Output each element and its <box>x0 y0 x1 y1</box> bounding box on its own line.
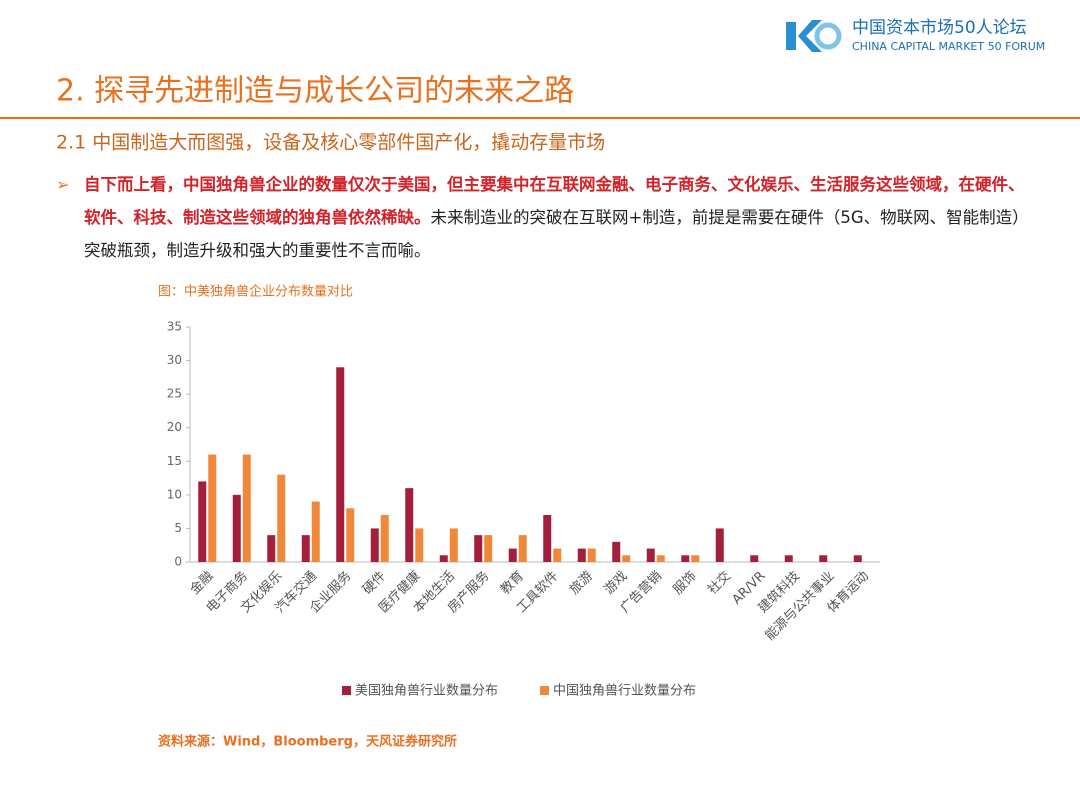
slide-title: 2. 探寻先进制造与成长公司的未来之路 <box>56 74 574 109</box>
bar <box>198 481 207 562</box>
bar <box>646 548 655 562</box>
bar <box>415 528 424 562</box>
bar <box>750 555 759 562</box>
bar <box>267 535 276 562</box>
bar <box>232 494 241 562</box>
bar <box>577 548 586 562</box>
bar <box>656 555 665 562</box>
bar <box>508 548 517 562</box>
x-tick-label: 旅游 <box>567 569 596 598</box>
bar <box>819 555 828 562</box>
org-name: 中国资本市场50人论坛 <box>852 18 1027 38</box>
bar <box>311 501 320 562</box>
bar <box>277 474 286 562</box>
bar <box>587 548 596 562</box>
bar <box>370 528 379 562</box>
bar <box>681 555 690 562</box>
bar <box>691 555 700 562</box>
bar <box>622 555 631 562</box>
x-tick-label: 金融 <box>187 568 217 598</box>
y-tick-label: 0 <box>174 555 182 569</box>
bar <box>439 555 448 562</box>
legend-label: 美国独角兽行业数量分布 <box>355 684 498 699</box>
y-tick-label: 15 <box>167 454 182 468</box>
bar <box>784 555 793 562</box>
x-tick-label: 社交 <box>704 568 734 598</box>
bar <box>853 555 862 562</box>
x-tick-label: 教育 <box>497 568 527 598</box>
org-name-en: CHINA CAPITAL MARKET 50 FORUM <box>852 40 1045 53</box>
bar <box>380 515 389 562</box>
source: 资料来源：Wind，Bloomberg，天风证券研究所 <box>158 734 457 750</box>
chart-title: 图：中美独角兽企业分布数量对比 <box>158 284 353 300</box>
bar <box>405 488 414 562</box>
bullet-bold: 自下而上看，中国独角兽企业的数量仅次于美国，但主要集中在互联网金融、电子商务、文… <box>84 175 1025 227</box>
y-tick-label: 30 <box>167 353 182 367</box>
bullet-marker: ➢ <box>56 175 70 194</box>
legend-label: 中国独角兽行业数量分布 <box>553 684 696 699</box>
bar <box>346 508 355 562</box>
bar <box>543 515 552 562</box>
y-tick-label: 20 <box>167 420 182 434</box>
y-tick-label: 10 <box>167 487 182 501</box>
x-tick-label: 服饰 <box>671 569 700 598</box>
bar <box>242 454 251 562</box>
bar <box>449 528 458 562</box>
y-tick-label: 35 <box>167 320 182 334</box>
bar <box>336 367 345 562</box>
bar <box>484 535 493 562</box>
x-tick-label: 硬件 <box>360 569 389 598</box>
logo <box>786 20 842 52</box>
bar <box>612 541 621 562</box>
bar <box>715 528 724 562</box>
legend-swatch <box>540 686 549 695</box>
bullet-text: 自下而上看，中国独角兽企业的数量仅次于美国，但主要集中在互联网金融、电子商务、文… <box>84 168 1034 267</box>
bar <box>474 535 483 562</box>
bar <box>553 548 562 562</box>
y-tick-label: 5 <box>174 521 182 535</box>
bar <box>208 454 217 562</box>
y-tick-label: 25 <box>167 387 182 401</box>
subtitle: 2.1 中国制造大而图强，设备及核心零部件国产化，撬动存量市场 <box>56 132 605 154</box>
bar <box>518 535 527 562</box>
x-tick-label: 游戏 <box>602 569 631 598</box>
legend-swatch <box>342 686 351 695</box>
bar <box>301 535 310 562</box>
bullet-rest: 未来制造业的突破在互联网+制造，前提是需要在硬件（5G、物联网、智能制造）突破瓶… <box>84 208 1029 260</box>
